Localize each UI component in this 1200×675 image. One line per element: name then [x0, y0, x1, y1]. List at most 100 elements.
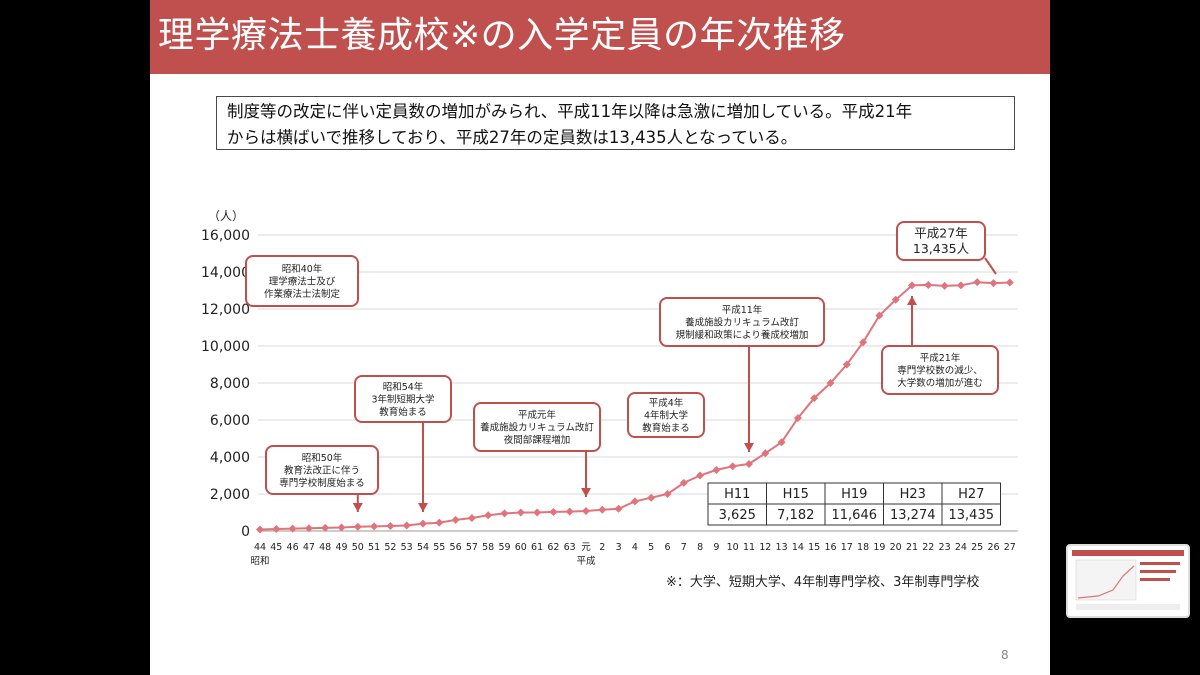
y-tick-label: 0: [241, 524, 250, 540]
annotation-text: 3年制短期大学: [371, 393, 434, 405]
slide-thumbnail[interactable]: [1066, 544, 1190, 618]
annotation-text: 理学療法士及び: [269, 275, 336, 287]
data-point: [973, 278, 982, 287]
x-tick-label: 20: [890, 542, 902, 553]
x-tick-label: 54: [417, 542, 429, 553]
x-tick-label: 9: [713, 542, 719, 553]
data-point: [533, 508, 542, 517]
x-tick-label: 23: [939, 542, 951, 553]
data-point: [500, 509, 509, 518]
x-tick-label: 11: [743, 542, 755, 553]
x-tick-label: 46: [287, 542, 299, 553]
table-value-text: 7,182: [777, 508, 814, 523]
annotation-text: 教育始まる: [642, 422, 690, 434]
data-point: [304, 524, 313, 533]
x-tick-label: 60: [515, 542, 527, 553]
y-tick-label: 16,000: [201, 228, 250, 244]
x-tick-label: 10: [727, 542, 739, 553]
annotation-text: 4年制大学: [644, 409, 688, 421]
annotation-text: 平成11年: [722, 304, 763, 316]
data-point: [598, 505, 607, 514]
x-tick-label: 63: [564, 542, 576, 553]
data-point: [516, 508, 525, 517]
data-point: [1005, 278, 1014, 287]
annotation-box: [896, 221, 986, 261]
x-tick-label: 2: [599, 542, 605, 553]
data-point: [272, 524, 281, 533]
annotation-arrowhead: [744, 443, 754, 452]
table-value-text: 3,625: [719, 508, 756, 523]
data-point: [582, 507, 590, 516]
table-value-text: 11,646: [832, 508, 878, 523]
y-tick-label: 14,000: [201, 265, 250, 281]
title-bar: 理学療法士養成校※の入学定員の年次推移: [150, 0, 1050, 74]
annotation-text: 夜間部課程増加: [504, 434, 571, 446]
annotation-text: 作業療法士法制定: [264, 288, 341, 300]
x-tick-label: 15: [808, 542, 820, 553]
annotation-box: [659, 297, 825, 347]
x-tick-label: 49: [335, 542, 347, 553]
era-label-heisei: 平成: [576, 555, 596, 567]
y-tick-label: 12,000: [201, 302, 250, 318]
table-header-text: H19: [841, 487, 867, 502]
data-point: [467, 514, 476, 523]
data-point: [419, 519, 427, 528]
x-tick-label: 21: [906, 542, 918, 553]
annotation-text: 専門学校数の減少、: [897, 364, 983, 376]
table-header-text: H11: [724, 487, 750, 502]
annotation-arrowhead: [352, 503, 363, 512]
data-point: [891, 295, 900, 304]
summary-box: 制度等の改定に伴い定員数の増加がみられ、平成11年以降は急激に増加している。平成…: [216, 96, 1015, 150]
x-tick-label: 58: [482, 542, 494, 553]
data-point: [940, 281, 949, 290]
annotation-arrowhead: [581, 488, 591, 497]
data-point: [728, 462, 737, 471]
data-point: [663, 490, 672, 498]
era-label-showa: 昭和: [250, 556, 269, 567]
x-tick-label: 4: [632, 542, 638, 553]
data-point: [353, 522, 362, 531]
annotation-arrow: [984, 257, 997, 275]
data-point: [777, 438, 786, 447]
annotation-text: 平成21年: [920, 352, 961, 364]
x-tick-label: 53: [401, 542, 413, 553]
annotation-box: [627, 392, 705, 438]
annotation-text: 平成27年: [914, 226, 967, 241]
x-tick-label: 50: [352, 542, 364, 553]
data-point: [859, 338, 868, 347]
data-point: [679, 478, 688, 487]
annotation-text: 大学数の増加が進む: [897, 377, 983, 389]
x-tick-label: 26: [987, 542, 999, 553]
data-point: [989, 279, 998, 288]
annotation-text: 教育始まる: [379, 406, 427, 418]
data-point: [924, 280, 933, 289]
x-tick-label: 22: [922, 542, 934, 553]
annotation-text: 規制緩和政策により養成校増加: [676, 329, 809, 341]
x-tick-label: 14: [792, 542, 804, 553]
y-tick-label: 6,000: [210, 413, 250, 429]
data-point: [810, 394, 819, 403]
data-point: [956, 281, 965, 290]
x-tick-label: 62: [547, 542, 559, 553]
annotation-text: 13,435人: [913, 241, 970, 256]
data-point: [614, 504, 623, 513]
x-tick-label: 3: [616, 542, 622, 553]
annotation-box: [881, 345, 999, 395]
annotation-box: [354, 375, 452, 423]
x-tick-label: 25: [971, 542, 983, 553]
x-tick-label: 6: [664, 542, 670, 553]
y-unit-label: （人）: [208, 209, 244, 223]
x-tick-label: 13: [776, 542, 788, 553]
data-point: [842, 360, 851, 369]
data-point: [630, 497, 639, 506]
annotation-box: [245, 255, 359, 307]
summary-line-2: からは横ばいで推移しており、平成27年の定員数は13,435人となっている。: [227, 128, 798, 147]
slide: 理学療法士養成校※の入学定員の年次推移 制度等の改定に伴い定員数の増加がみられ、…: [150, 0, 1050, 675]
data-point: [696, 471, 705, 480]
data-point: [386, 522, 395, 531]
data-point: [435, 518, 444, 527]
annotation-text: 教育法改正に伴う: [284, 464, 360, 476]
annotation-box: [473, 402, 601, 452]
x-tick-label: 47: [303, 542, 315, 553]
x-tick-label: 12: [759, 542, 771, 553]
